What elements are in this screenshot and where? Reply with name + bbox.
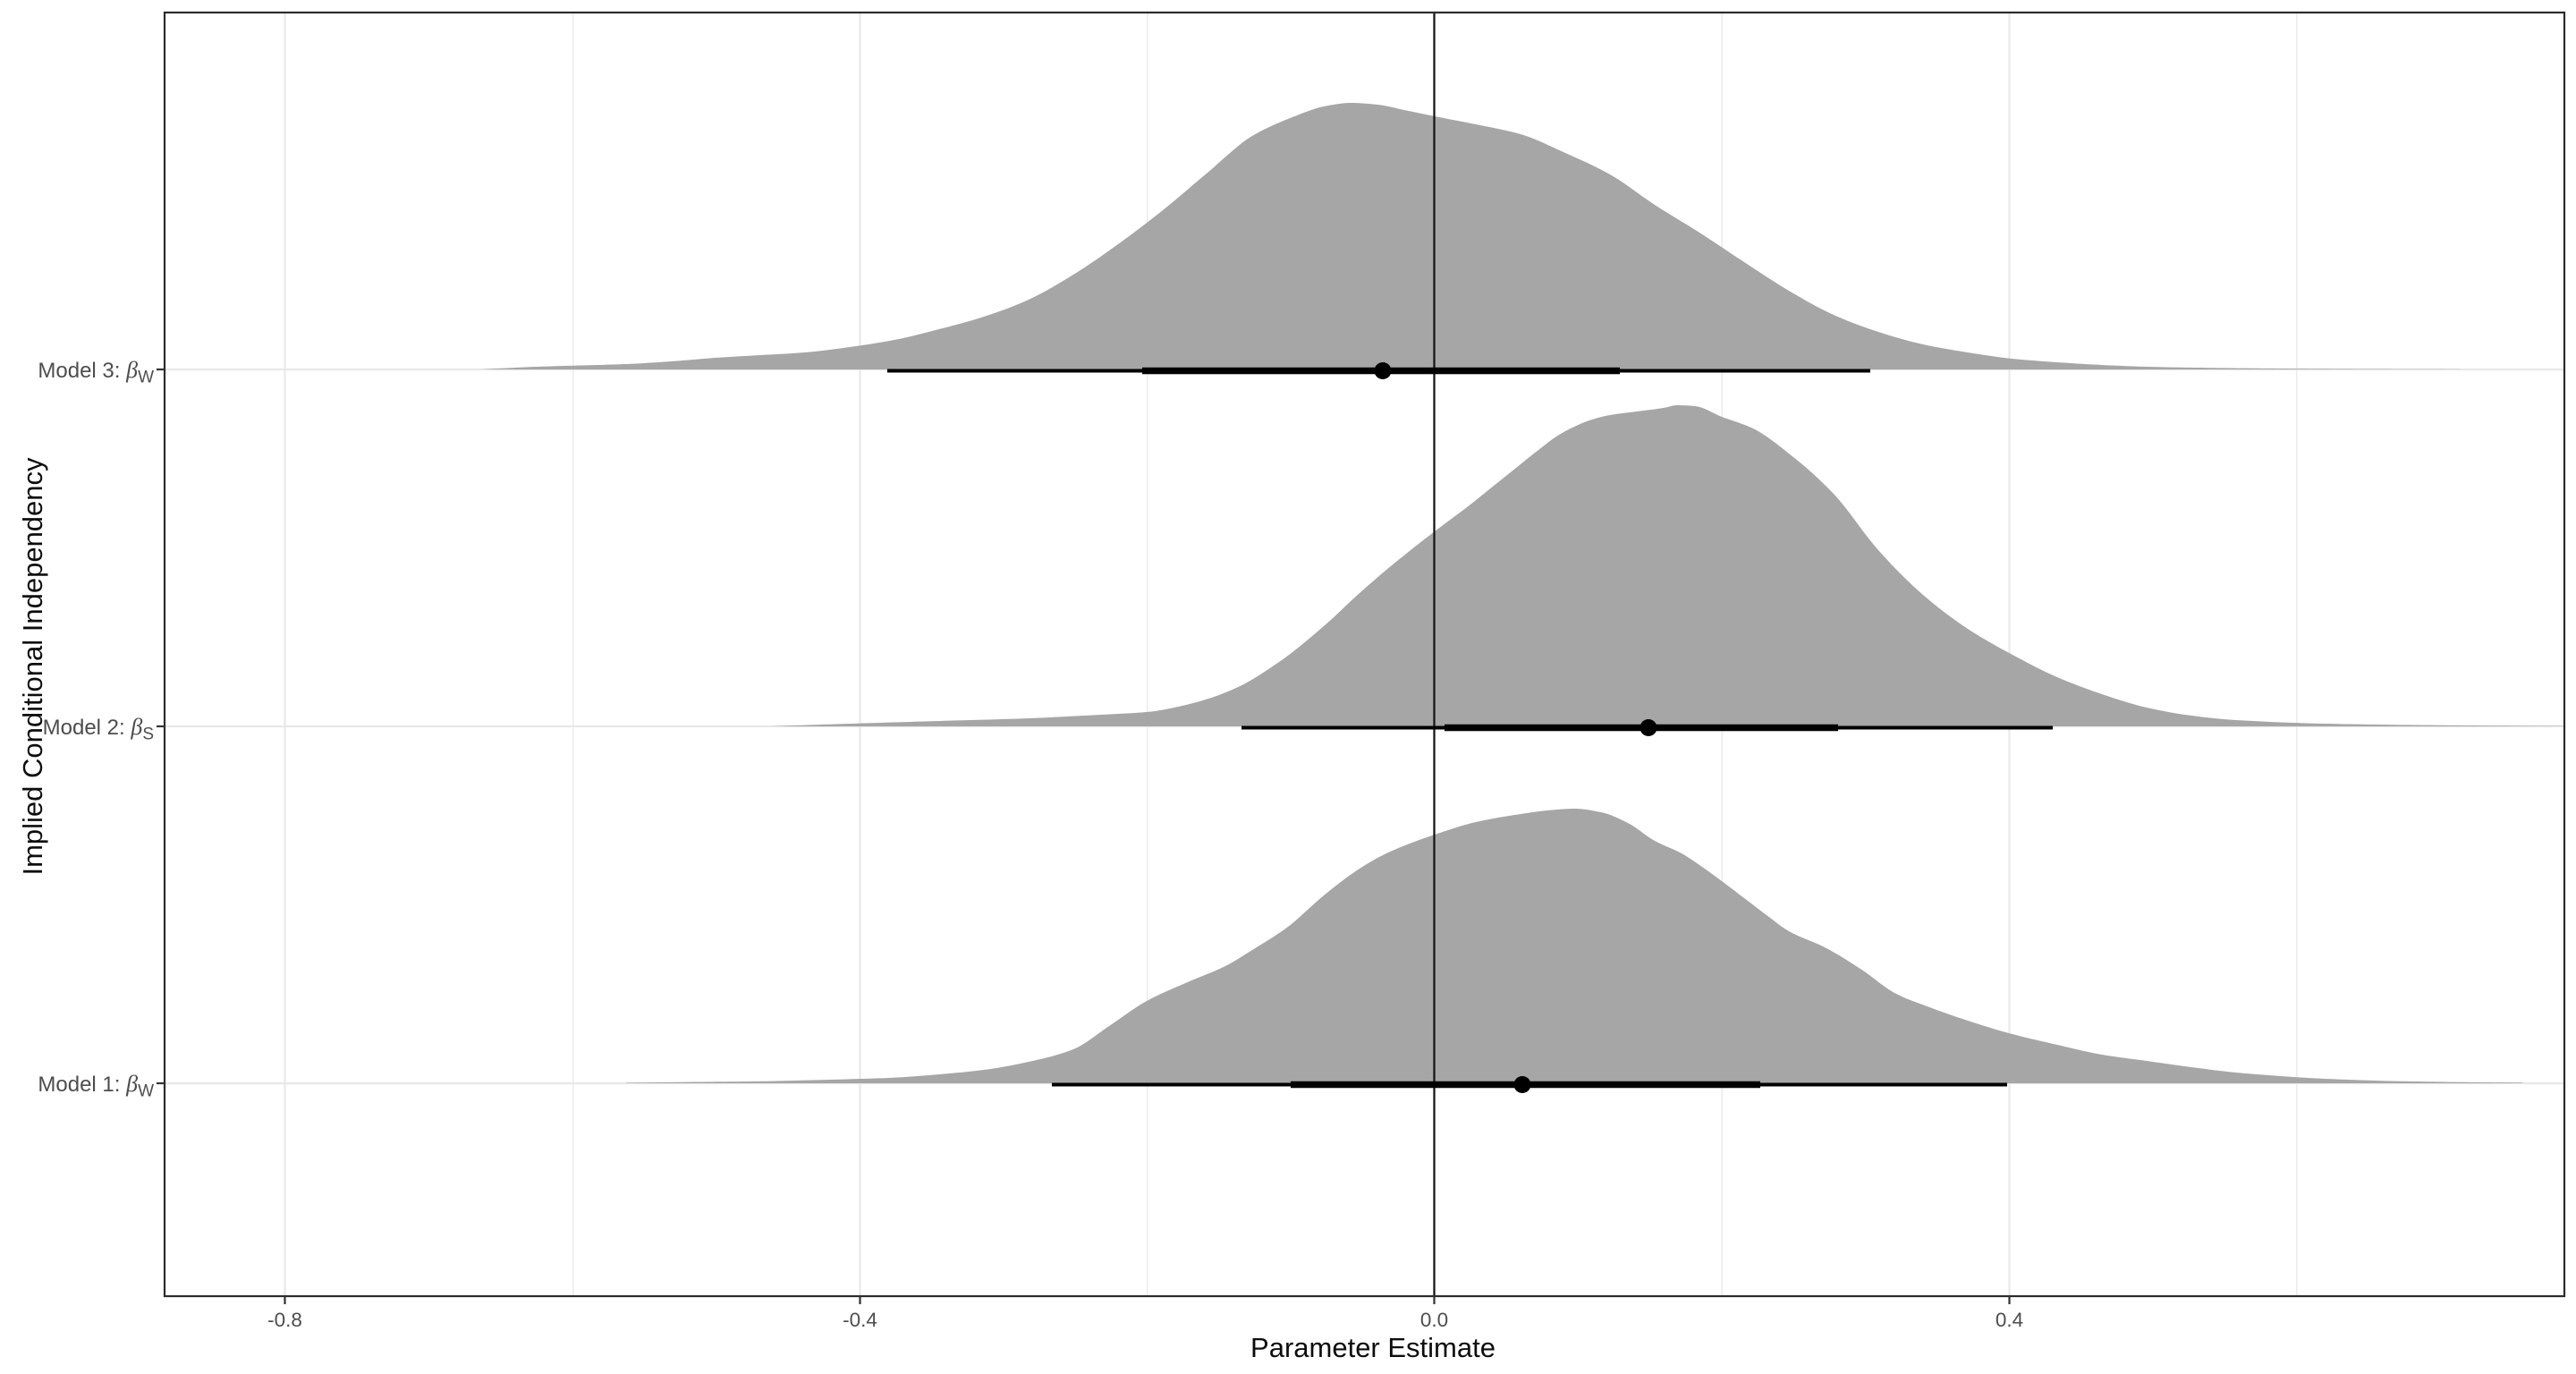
svg-text:Implied Conditional Independen: Implied Conditional Independency xyxy=(17,457,48,876)
svg-text:-0.4: -0.4 xyxy=(843,1309,877,1331)
svg-text:Model 1: βW: Model 1: βW xyxy=(38,1071,154,1101)
svg-text:-0.8: -0.8 xyxy=(267,1309,302,1331)
svg-text:Model 3: βW: Model 3: βW xyxy=(38,357,154,387)
svg-text:Model 2: βS: Model 2: βS xyxy=(43,714,154,744)
svg-text:0.0: 0.0 xyxy=(1420,1309,1448,1331)
svg-text:Parameter Estimate: Parameter Estimate xyxy=(1250,1332,1496,1363)
svg-text:0.4: 0.4 xyxy=(1996,1309,2023,1331)
